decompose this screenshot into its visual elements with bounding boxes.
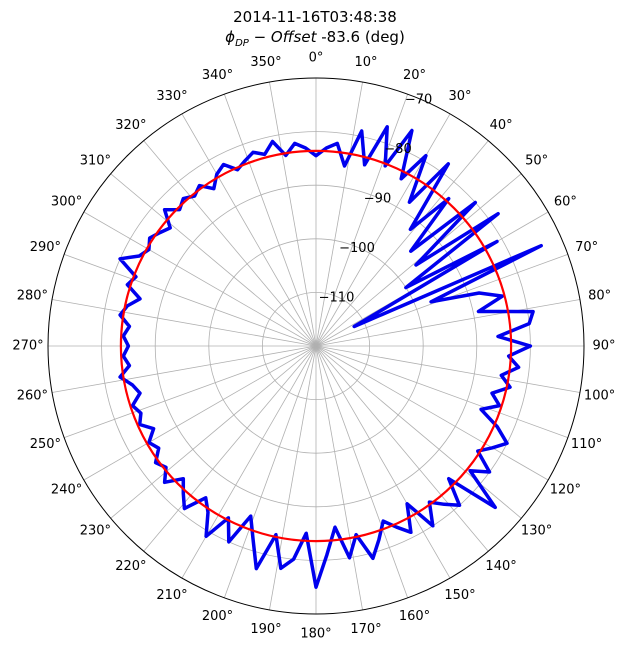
subtitle-offset: Offset	[271, 28, 318, 46]
angular-tick-label: 340°	[202, 68, 233, 83]
grid-layer	[47, 77, 585, 615]
chart-title: 2014-11-16T03:48:38	[233, 8, 397, 26]
polar-frame	[47, 77, 585, 615]
angular-gridline	[315, 345, 489, 552]
angular-tick-label: 350°	[250, 55, 281, 70]
angular-gridline	[52, 299, 317, 347]
angular-gridline	[315, 345, 409, 598]
radial-tick-label: −80	[384, 142, 411, 157]
radial-gridline	[208, 238, 424, 454]
angular-gridline	[110, 345, 317, 519]
angular-gridline	[315, 345, 451, 579]
angular-tick-label: 230°	[80, 524, 111, 539]
angular-tick-label: 250°	[30, 437, 61, 452]
angular-gridline	[315, 345, 568, 439]
radial-tick-label: −110	[319, 291, 355, 306]
angular-tick-label: 10°	[354, 55, 377, 70]
angular-tick-label: 160°	[399, 609, 430, 624]
subtitle-subscript: DP	[235, 38, 250, 49]
angular-tick-label: 170°	[350, 622, 381, 637]
angular-gridline	[223, 345, 317, 598]
angular-gridline	[315, 140, 489, 347]
angular-tick-label: 0°	[309, 51, 324, 66]
angular-tick-label: 30°	[448, 89, 471, 104]
radial-tick-label: −100	[339, 241, 375, 256]
angular-gridline	[315, 82, 363, 347]
angular-tick-label: 210°	[156, 588, 187, 603]
angular-tick-label: 50°	[525, 153, 548, 168]
angular-gridline	[64, 253, 317, 347]
angular-gridline	[269, 82, 317, 347]
series-layer	[118, 125, 543, 589]
angular-gridline	[315, 94, 409, 347]
angular-tick-label: 150°	[444, 588, 475, 603]
radial-tick-label: −90	[364, 191, 391, 206]
series-offset-circle	[119, 149, 513, 543]
angular-gridline	[315, 345, 522, 519]
angular-tick-label: 320°	[115, 118, 146, 133]
angular-gridline	[315, 345, 363, 610]
angular-tick-label: 290°	[30, 240, 61, 255]
angular-tick-label: 120°	[550, 483, 581, 498]
angular-tick-label: 100°	[584, 389, 615, 404]
angular-tick-label: 300°	[51, 195, 82, 210]
angular-tick-label: 130°	[521, 524, 552, 539]
angular-tick-label: 70°	[575, 240, 598, 255]
angular-gridline	[181, 345, 317, 579]
angular-tick-label: 140°	[485, 559, 516, 574]
angular-gridline	[315, 299, 580, 347]
angular-gridline	[269, 345, 317, 610]
radial-tick-label: −70	[405, 92, 432, 107]
angular-gridline	[110, 173, 317, 347]
angular-tick-label: 40°	[490, 118, 513, 133]
angular-tick-label: 260°	[17, 389, 48, 404]
angular-gridline	[315, 345, 580, 393]
angular-tick-label: 20°	[403, 68, 426, 83]
series-phidp-line	[118, 125, 543, 589]
angular-tick-label: 60°	[554, 195, 577, 210]
angular-gridline	[181, 113, 317, 347]
angular-tick-label: 330°	[156, 89, 187, 104]
angular-tick-label: 80°	[588, 289, 611, 304]
angular-tick-label: 180°	[300, 627, 331, 642]
angular-tick-label: 310°	[80, 153, 111, 168]
angular-gridline	[83, 345, 317, 481]
angular-tick-label: 270°	[12, 339, 43, 354]
angular-tick-label: 220°	[115, 559, 146, 574]
angular-gridline	[143, 345, 317, 552]
subtitle-minus: −	[249, 28, 271, 46]
angular-gridline	[315, 113, 451, 347]
angular-gridline	[143, 140, 317, 347]
angular-tick-label: 90°	[592, 339, 615, 354]
angular-gridline	[83, 211, 317, 347]
angular-tick-label: 240°	[51, 483, 82, 498]
chart-subtitle: ϕDP − Offset -83.6 (deg)	[225, 28, 405, 49]
angular-gridline	[315, 345, 549, 481]
angular-gridline	[223, 94, 317, 347]
angular-tick-label: 200°	[202, 609, 233, 624]
radial-gridline	[261, 291, 370, 400]
label-layer: 0° 10° 20° 30° 40° 50° 60° 70° 80° 90° 100° 110° 120…	[12, 51, 615, 642]
subtitle-phi: ϕ	[225, 28, 235, 46]
angular-tick-label: 110°	[571, 437, 602, 452]
radial-gridline	[154, 184, 478, 508]
angular-tick-label: 280°	[17, 289, 48, 304]
subtitle-value: -83.6 (deg)	[316, 28, 404, 46]
angular-gridline	[64, 345, 317, 439]
angular-gridline	[52, 345, 317, 393]
angular-tick-label: 190°	[250, 622, 281, 637]
